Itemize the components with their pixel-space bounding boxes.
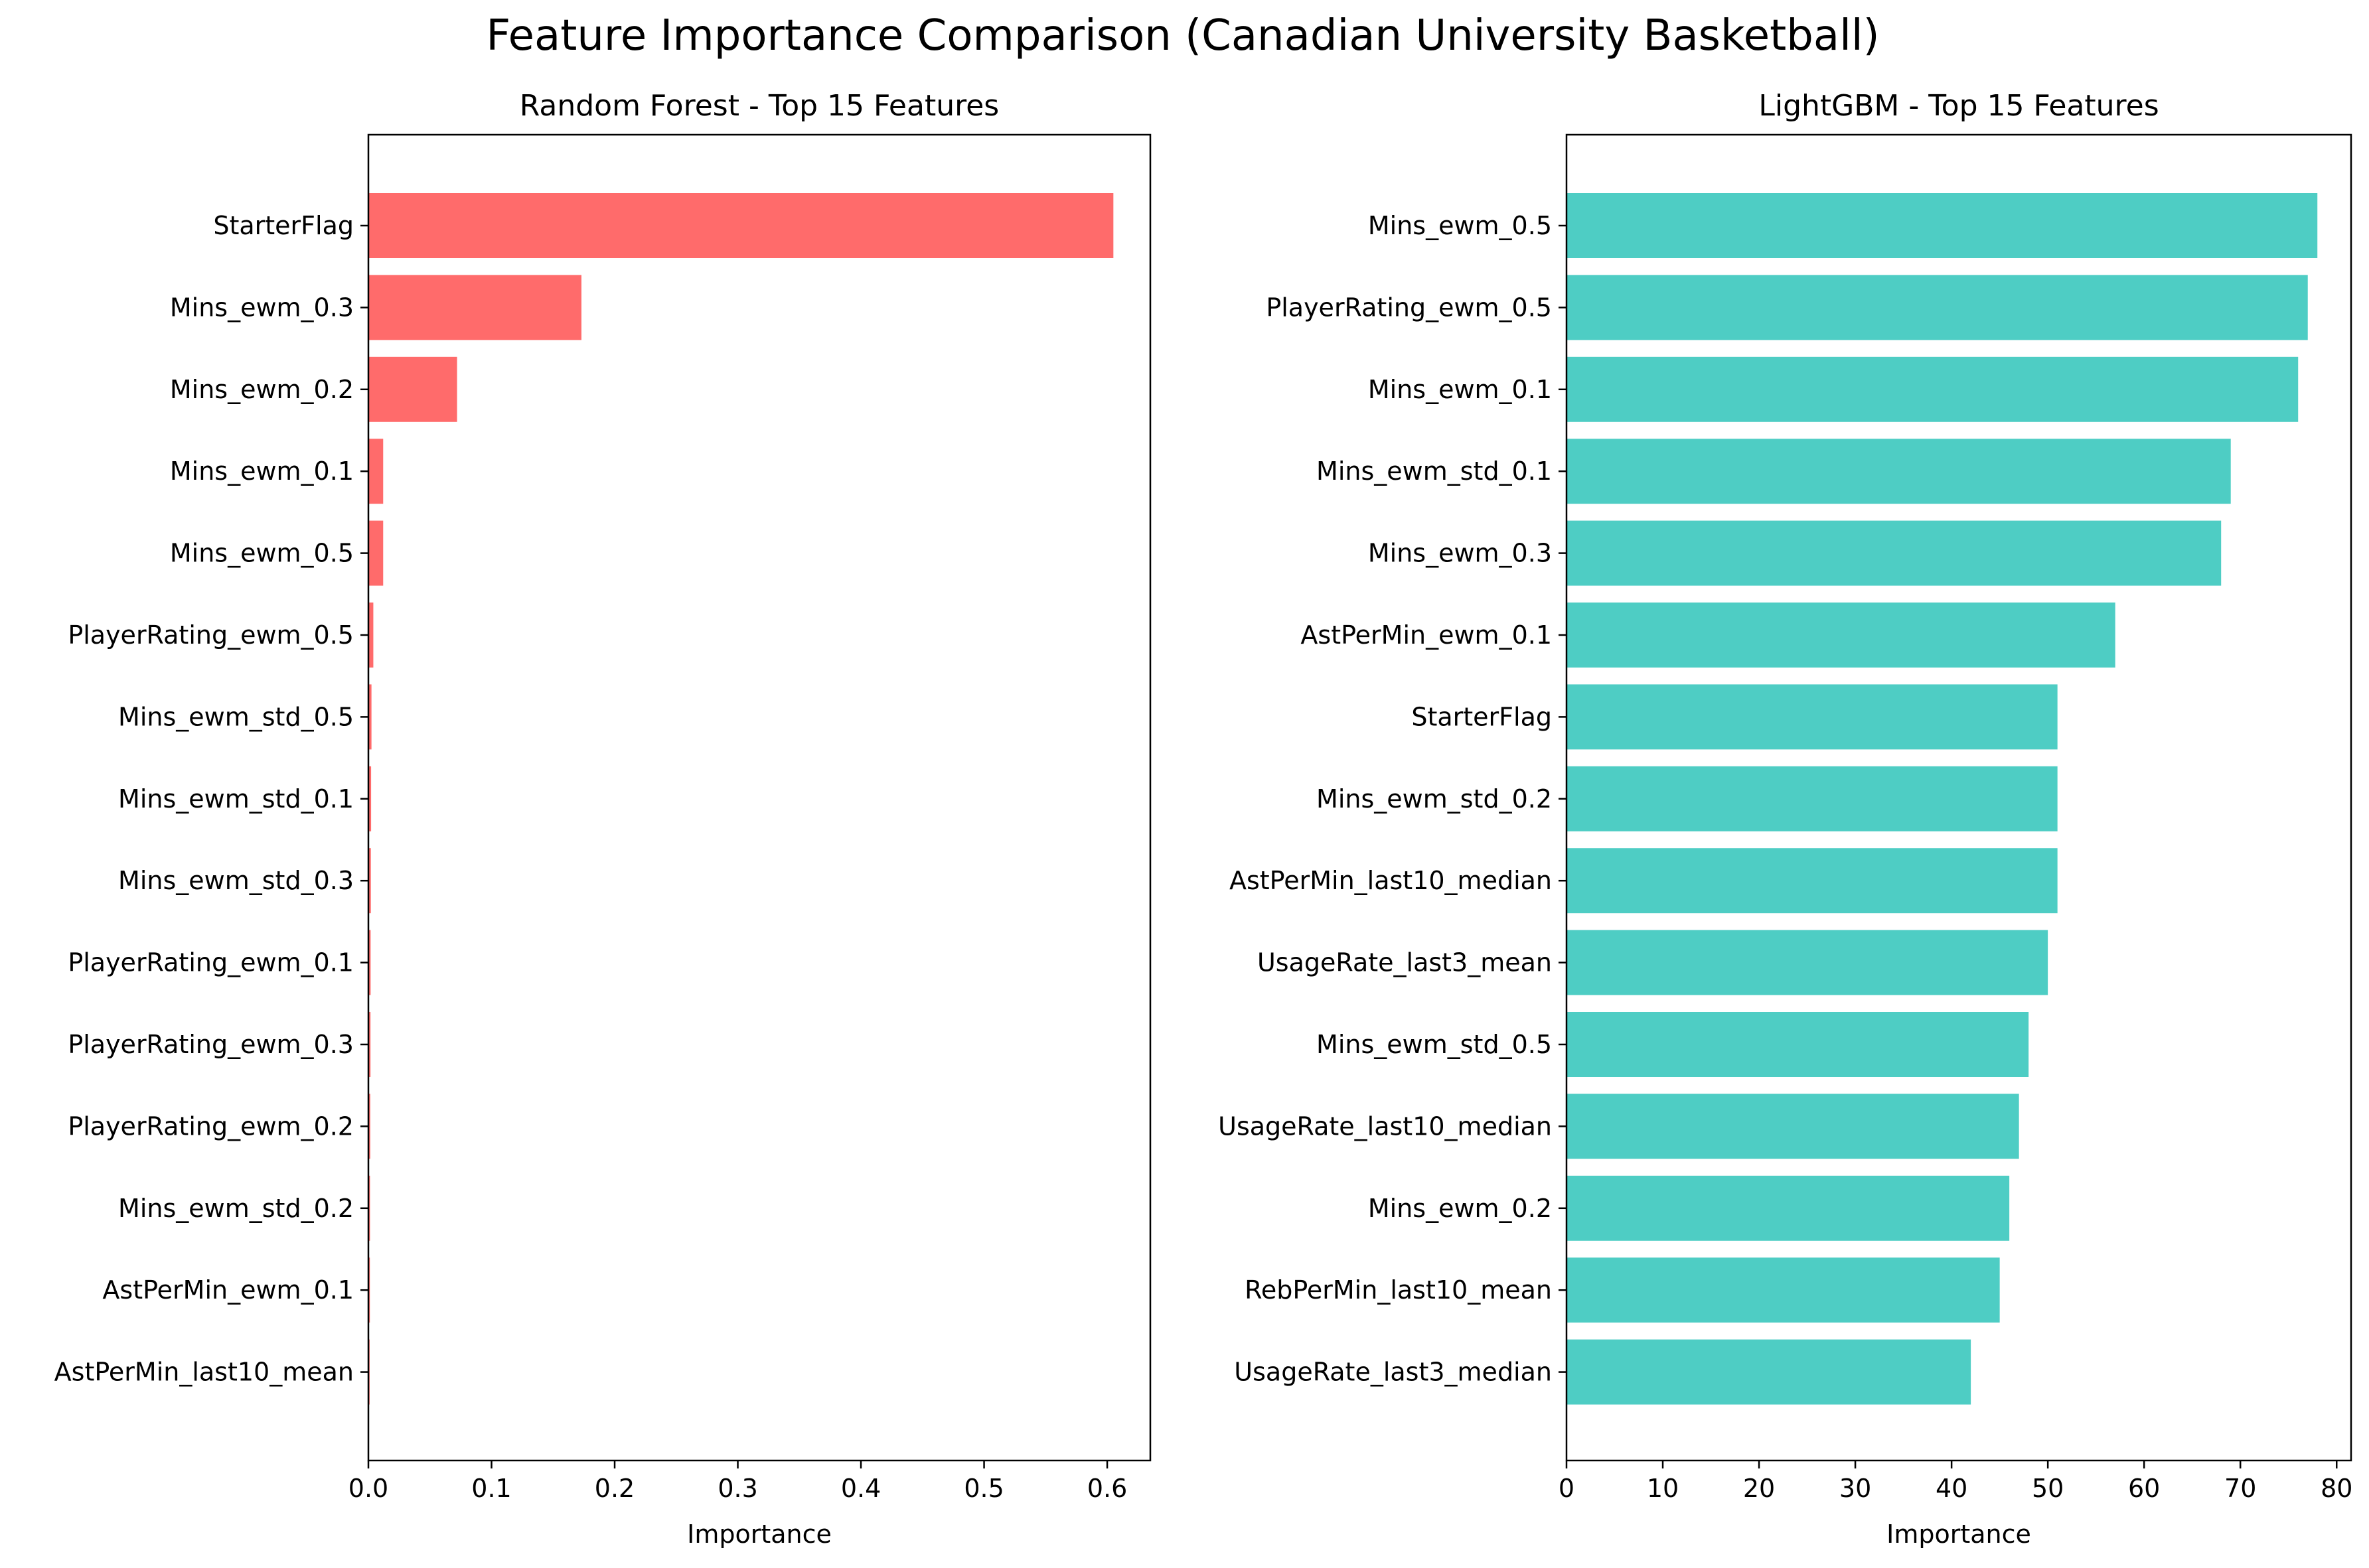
- random-forest-bar: [368, 275, 581, 340]
- lightgbm-feature-label: UsageRate_last10_median: [1218, 1111, 1552, 1141]
- random-forest-bars: [368, 193, 1114, 1405]
- lightgbm-feature-label: Mins_ewm_0.3: [1368, 539, 1552, 568]
- lightgbm-x-tick-label: 60: [2128, 1474, 2160, 1503]
- random-forest-x-tick-label: 0.6: [1087, 1474, 1127, 1503]
- random-forest-x-tick-label: 0.1: [471, 1474, 511, 1503]
- lightgbm-x-tick-label: 30: [1839, 1474, 1871, 1503]
- random-forest-feature-label: StarterFlag: [213, 211, 354, 240]
- random-forest-feature-label: PlayerRating_ewm_0.3: [68, 1030, 354, 1059]
- random-forest-panel: Random Forest - Top 15 Features StarterF…: [54, 89, 1152, 1549]
- lightgbm-feature-label: Mins_ewm_0.1: [1368, 375, 1552, 404]
- lightgbm-plot-frame: [1565, 133, 2352, 1462]
- random-forest-feature-label: AstPerMin_ewm_0.1: [102, 1275, 354, 1305]
- random-forest-feature-labels: StarterFlag Mins_ewm_0.3 Mins_ewm_0.2 Mins_…: [54, 211, 368, 1387]
- lightgbm-feature-label: UsageRate_last3_median: [1234, 1358, 1552, 1387]
- random-forest-x-tick-label: 0.2: [595, 1474, 635, 1503]
- random-forest-feature-label: Mins_ewm_0.5: [170, 539, 354, 568]
- lightgbm-feature-label: UsageRate_last3_mean: [1257, 948, 1552, 977]
- lightgbm-bar: [1567, 1175, 2010, 1241]
- random-forest-x-axis-label: Importance: [687, 1520, 832, 1549]
- lightgbm-title: LightGBM - Top 15 Features: [1758, 89, 2159, 123]
- lightgbm-panel: LightGBM - Top 15 Features Mins_ewm_0.5 P…: [1218, 89, 2352, 1549]
- lightgbm-feature-label: Mins_ewm_0.5: [1368, 211, 1552, 240]
- lightgbm-feature-label: AstPerMin_ewm_0.1: [1300, 620, 1552, 650]
- lightgbm-bar: [1567, 1012, 2029, 1077]
- random-forest-plot-frame: [367, 133, 1152, 1462]
- random-forest-feature-label: Mins_ewm_std_0.2: [118, 1194, 354, 1223]
- lightgbm-feature-label: Mins_ewm_std_0.1: [1316, 457, 1552, 486]
- lightgbm-x-tick-label: 20: [1743, 1474, 1775, 1503]
- lightgbm-feature-label: Mins_ewm_std_0.2: [1316, 784, 1552, 814]
- lightgbm-x-tick-label: 0: [1559, 1474, 1574, 1503]
- random-forest-feature-label: Mins_ewm_std_0.5: [118, 702, 354, 731]
- random-forest-feature-label: Mins_ewm_std_0.3: [118, 866, 354, 895]
- lightgbm-x-tick-label: 10: [1647, 1474, 1679, 1503]
- random-forest-bar: [368, 439, 384, 504]
- lightgbm-x-tick-label: 80: [2321, 1474, 2352, 1503]
- random-forest-x-ticks: 0.0 0.1 0.2 0.3 0.4 0.5 0.6: [348, 1461, 1127, 1503]
- random-forest-title: Random Forest - Top 15 Features: [520, 89, 999, 123]
- lightgbm-feature-label: Mins_ewm_std_0.5: [1316, 1030, 1552, 1059]
- lightgbm-bar: [1567, 766, 2058, 831]
- lightgbm-bar: [1567, 1094, 2019, 1159]
- random-forest-bar: [368, 766, 372, 831]
- random-forest-feature-label: AstPerMin_last10_mean: [54, 1358, 354, 1387]
- random-forest-bar: [368, 193, 1114, 258]
- lightgbm-feature-label: PlayerRating_ewm_0.5: [1266, 293, 1552, 322]
- random-forest-x-tick-label: 0.0: [348, 1474, 388, 1503]
- figure-title: Feature Importance Comparison (Canadian …: [486, 11, 1879, 60]
- random-forest-x-tick-label: 0.3: [718, 1474, 757, 1503]
- random-forest-feature-label: PlayerRating_ewm_0.2: [68, 1111, 354, 1141]
- lightgbm-bar: [1567, 275, 2308, 340]
- random-forest-feature-label: PlayerRating_ewm_0.1: [68, 948, 354, 977]
- random-forest-bar: [368, 930, 371, 995]
- lightgbm-feature-label: RebPerMin_last10_mean: [1245, 1275, 1552, 1305]
- random-forest-feature-label: Mins_ewm_0.1: [170, 457, 354, 486]
- lightgbm-x-axis-label: Importance: [1886, 1520, 2031, 1549]
- lightgbm-bar: [1567, 684, 2058, 750]
- lightgbm-feature-label: AstPerMin_last10_median: [1229, 866, 1552, 895]
- random-forest-bar: [368, 1012, 371, 1077]
- random-forest-feature-label: Mins_ewm_0.3: [170, 293, 354, 322]
- lightgbm-bar: [1567, 1339, 1971, 1405]
- lightgbm-bar: [1567, 848, 2058, 914]
- lightgbm-bar: [1567, 356, 2299, 422]
- random-forest-feature-label: Mins_ewm_std_0.1: [118, 784, 354, 814]
- random-forest-bar: [368, 684, 372, 750]
- random-forest-bar: [368, 520, 384, 586]
- lightgbm-bar: [1567, 1257, 2000, 1323]
- random-forest-x-tick-label: 0.5: [964, 1474, 1004, 1503]
- lightgbm-feature-label: Mins_ewm_0.2: [1368, 1194, 1552, 1223]
- random-forest-bar: [368, 603, 374, 668]
- lightgbm-bars: [1567, 193, 2318, 1405]
- random-forest-bar: [368, 356, 457, 422]
- random-forest-feature-label: Mins_ewm_0.2: [170, 375, 354, 404]
- lightgbm-bar: [1567, 439, 2231, 504]
- lightgbm-x-tick-label: 70: [2224, 1474, 2256, 1503]
- random-forest-x-tick-label: 0.4: [841, 1474, 881, 1503]
- lightgbm-bar: [1567, 520, 2222, 586]
- random-forest-bar: [368, 1094, 370, 1159]
- lightgbm-bar: [1567, 930, 2048, 995]
- lightgbm-x-tick-label: 50: [2032, 1474, 2064, 1503]
- random-forest-feature-label: PlayerRating_ewm_0.5: [68, 620, 354, 650]
- lightgbm-bar: [1567, 603, 2115, 668]
- lightgbm-feature-labels: Mins_ewm_0.5 PlayerRating_ewm_0.5 Mins_ewm…: [1218, 211, 1567, 1387]
- lightgbm-x-ticks: 0 10 20 30 40 50 60 70 80: [1559, 1461, 2352, 1503]
- random-forest-bar: [368, 848, 371, 914]
- lightgbm-bar: [1567, 193, 2318, 258]
- lightgbm-x-tick-label: 40: [1936, 1474, 1967, 1503]
- lightgbm-feature-label: StarterFlag: [1411, 702, 1552, 731]
